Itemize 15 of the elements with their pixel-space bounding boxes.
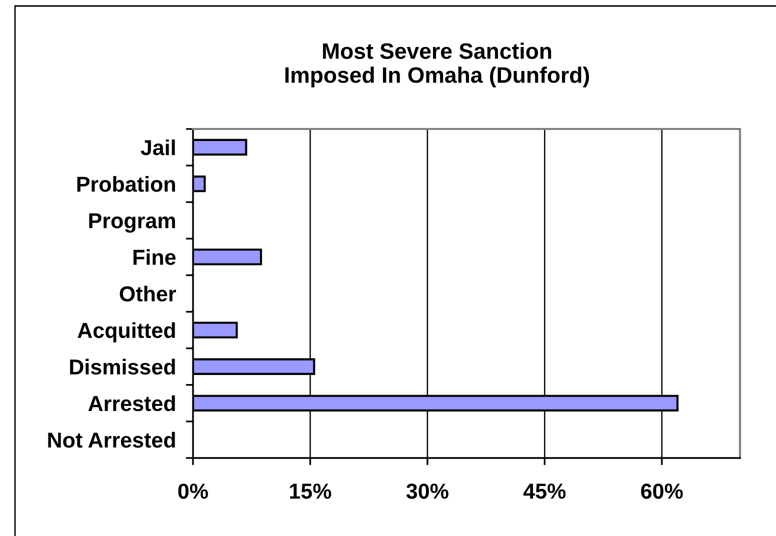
x-tick-label: 60%	[641, 484, 683, 499]
y-tick-label: Acquitted	[78, 322, 175, 342]
y-tick-label: Jail	[140, 139, 175, 156]
chart-title: Most Severe Sanction Imposed In Omaha (Dunford)	[285, 42, 589, 88]
x-tick-label: 30%	[406, 484, 448, 499]
y-tick-label: Program	[89, 213, 175, 233]
y-tick-label: Fine	[134, 249, 176, 265]
x-tick-label: 15%	[290, 484, 332, 499]
y-tick-label: Dismissed	[70, 358, 175, 375]
x-tick-label: 45%	[523, 484, 566, 499]
y-tick-label: Not Arrested	[48, 432, 175, 448]
y-tick-label: Other	[120, 286, 176, 302]
y-tick-label: Probation	[77, 176, 176, 192]
x-tick-label: 0%	[178, 484, 208, 499]
y-tick-label: Arrested	[88, 395, 175, 412]
